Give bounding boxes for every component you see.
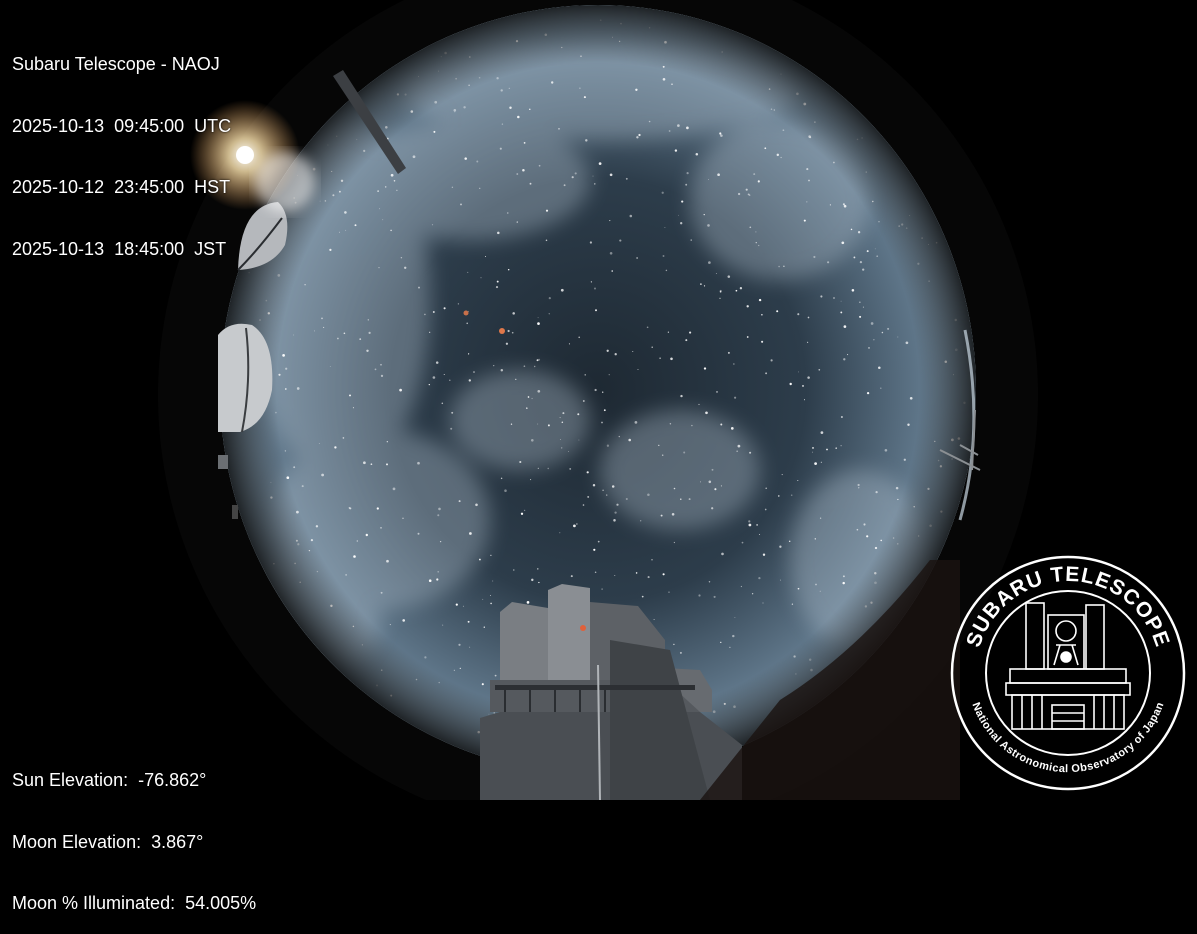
hillside — [700, 560, 960, 800]
hst-timestamp: 2025-10-12 23:45:00 HST — [12, 177, 231, 197]
logo-telescope-icon — [1005, 602, 1131, 730]
camera-title: Subaru Telescope - NAOJ — [12, 54, 220, 74]
utc-timestamp: 2025-10-13 09:45:00 UTC — [12, 115, 232, 136]
timestamp-header: Subaru Telescope - NAOJ 2025-10-13 09:45… — [12, 13, 231, 280]
sun-elevation: Sun Elevation: -76.862° — [12, 770, 207, 790]
observatory-domes — [218, 202, 288, 519]
telescope-building — [480, 584, 742, 800]
subaru-telescope-logo: SUBARU TELESCOPE National Astronomical O… — [950, 555, 1186, 791]
logo-bottom-text: National Astronomical Observatory of Jap… — [969, 701, 1166, 776]
jst-timestamp: 2025-10-13 18:45:00 JST — [12, 238, 227, 259]
ephemeris-footer: Sun Elevation: -76.862° Moon Elevation: … — [12, 729, 256, 934]
antenna-mast — [939, 409, 981, 471]
camera-pole — [333, 70, 406, 174]
moon-elevation: Moon Elevation: 3.867° — [12, 831, 204, 852]
all-sky-camera-image — [190, 5, 981, 800]
moon-illuminated: Moon % Illuminated: 54.005% — [12, 893, 257, 913]
